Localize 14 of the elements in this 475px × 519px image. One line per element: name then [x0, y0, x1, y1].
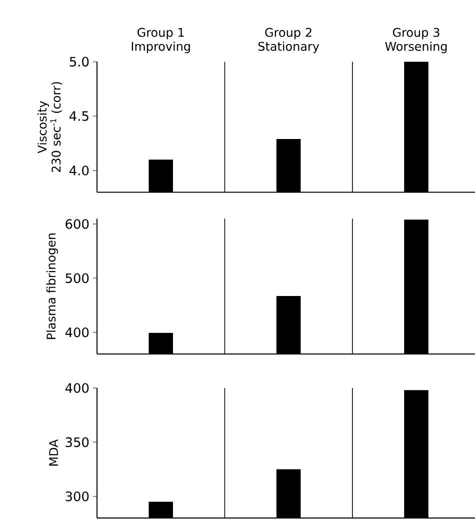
- y-axis-title: Plasma fibrinogen: [46, 233, 58, 339]
- y-tick-label: 5.0: [70, 56, 89, 67]
- x-tick-label: Group 3 Worsening: [385, 28, 447, 54]
- x-tick-label: Group 1 Improving: [132, 28, 190, 54]
- y-tick-label: 350: [66, 437, 89, 448]
- x-tick-label: Group 2 Stationary: [258, 28, 320, 54]
- y-tick-label: 4.0: [70, 166, 89, 176]
- y-tick-label: 600: [66, 219, 89, 229]
- y-tick-label: 300: [66, 491, 89, 502]
- y-tick-label: 500: [66, 273, 89, 284]
- y-tick-label: 400: [65, 327, 89, 338]
- y-tick-label: 4.5: [70, 111, 88, 121]
- y-axis-title: MDA: [49, 439, 58, 466]
- y-tick-label: 400: [65, 383, 89, 393]
